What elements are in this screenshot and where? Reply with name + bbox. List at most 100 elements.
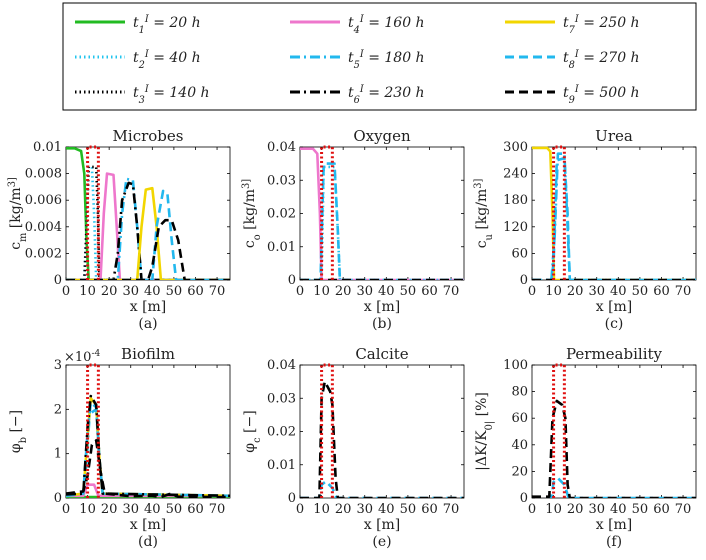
panel-title: Calcite xyxy=(355,345,408,363)
series-line-t8 xyxy=(66,189,230,280)
y-axis-label: co​ [kg/m3]​ xyxy=(241,179,263,248)
series-line-t9 xyxy=(66,439,230,498)
panel-permeability: 0 10 20 30 40 50 60 70 0 20 40 60 80 100 Permeability x… xyxy=(474,345,697,550)
panel-caption: (e) xyxy=(372,534,391,550)
x-tick-label: 70 xyxy=(675,502,692,517)
series-line-t1 xyxy=(66,147,230,280)
panel-biofilm: 0 10 20 30 40 50 60 70 0 1 2 3 Biofilm ×10-4​ x [m](d)… xyxy=(8,345,231,550)
y-tick-label: 0.01 xyxy=(33,140,62,155)
panel-title: Microbes xyxy=(113,127,184,145)
x-tick-label: 0 xyxy=(62,284,70,299)
panel-calcite: 0 10 20 30 40 50 60 70 0 0.01 0.02 0.03 0.04 Calcite x… xyxy=(242,345,465,550)
x-tick-label: 60 xyxy=(421,284,438,299)
series-line-t6 xyxy=(66,181,230,280)
legend-label-6: t8​I​ = 270 h xyxy=(563,49,640,71)
plot-frame xyxy=(531,364,697,499)
y-axis-label: φc​ [−] xyxy=(242,410,263,452)
x-tick-label: 60 xyxy=(421,502,438,517)
series-line-t5 xyxy=(66,177,230,280)
x-tick-label: 40 xyxy=(378,284,395,299)
series-line-t6 xyxy=(66,394,230,498)
legend-label-7: t3​I​ = 140 h xyxy=(133,84,210,106)
y-tick-label: 60 xyxy=(511,246,528,261)
x-tick-label: 0 xyxy=(296,502,304,517)
y-axis-label: cu​ [kg/m3]​ xyxy=(473,179,495,249)
panel-caption: (c) xyxy=(605,316,624,332)
series-line-t5 xyxy=(532,152,696,280)
y-tick-label: 0.002 xyxy=(25,246,62,261)
x-tick-label: 70 xyxy=(675,284,692,299)
y-tick-label: 80 xyxy=(511,385,528,400)
x-tick-label: 20 xyxy=(335,284,352,299)
y-tick-label: 240 xyxy=(503,167,528,182)
legend-frame xyxy=(62,2,697,111)
x-tick-label: 40 xyxy=(610,502,627,517)
y-tick-label: 300 xyxy=(503,140,528,155)
x-tick-label: 10 xyxy=(545,284,562,299)
x-tick-label: 40 xyxy=(378,502,395,517)
x-tick-label: 0 xyxy=(528,284,536,299)
y-tick-label: 0.03 xyxy=(267,391,296,406)
x-tick-label: 20 xyxy=(101,284,118,299)
x-tick-label: 40 xyxy=(610,284,627,299)
panel-caption: (d) xyxy=(138,534,158,550)
panel-microbes: 0 10 20 30 40 50 60 70 0 0.002 0.004 0.006 0.008 0.01… xyxy=(7,127,231,332)
x-tick-label: 30 xyxy=(356,502,373,517)
y-axis-label: φb​ [−] xyxy=(8,410,29,453)
panel-caption: (f) xyxy=(606,534,622,550)
legend-label-9: t9​I​ = 500 h xyxy=(563,84,640,106)
x-tick-label: 50 xyxy=(400,502,417,517)
y-tick-label: 0.006 xyxy=(25,193,62,208)
series-line-t2 xyxy=(300,165,464,280)
legend-label-1: t1​I​ = 20 h xyxy=(133,14,201,36)
x-tick-label: 50 xyxy=(166,502,183,517)
y-tick-label: 60 xyxy=(511,411,528,426)
y-tick-label: 0 xyxy=(54,491,62,506)
x-axis-label: x [m] xyxy=(596,517,633,533)
y-tick-label: 0.01 xyxy=(267,240,296,255)
x-tick-label: 70 xyxy=(209,502,226,517)
y-axis-label: |ΔK/K0|​ [%] xyxy=(474,392,495,471)
x-tick-label: 70 xyxy=(443,284,460,299)
legend-label-4: t2​I​ = 40 h xyxy=(133,49,201,71)
x-axis-label: x [m] xyxy=(364,517,401,533)
x-tick-label: 60 xyxy=(653,502,670,517)
y-tick-label: 2 xyxy=(54,402,62,417)
x-tick-label: 20 xyxy=(101,502,118,517)
series-line-t4 xyxy=(300,147,464,280)
x-axis-label: x [m] xyxy=(130,517,167,533)
y-tick-label: 20 xyxy=(511,464,528,479)
x-axis-label: x [m] xyxy=(596,299,633,315)
y-tick-label: 100 xyxy=(503,358,528,373)
x-tick-label: 50 xyxy=(632,502,649,517)
panel-urea: 0 10 20 30 40 50 60 70 0 60 120 180 240 300 Urea x [m](… xyxy=(473,127,697,332)
y-tick-label: 0.03 xyxy=(267,173,296,188)
y-tick-label: 180 xyxy=(503,193,528,208)
plot-frame xyxy=(65,364,231,499)
panel-oxygen: 0 10 20 30 40 50 60 70 0 0.01 0.02 0.03 0.04 Oxygen x … xyxy=(241,127,465,332)
x-tick-label: 50 xyxy=(166,284,183,299)
y-tick-label: 3 xyxy=(54,358,62,373)
panel-title: Permeability xyxy=(566,345,663,363)
x-tick-label: 40 xyxy=(144,502,161,517)
y-tick-label: 0 xyxy=(520,491,528,506)
x-tick-label: 50 xyxy=(632,284,649,299)
y-tick-label: 0.01 xyxy=(267,458,296,473)
legend: t1​I​ = 20 h t4​I​ = 160 h t7​I​ = 250 h t2… xyxy=(62,2,697,111)
y-tick-label: 0.008 xyxy=(25,167,62,182)
x-tick-label: 30 xyxy=(122,502,139,517)
x-tick-label: 30 xyxy=(588,502,605,517)
y-tick-label: 0.004 xyxy=(25,220,62,235)
plot-frame xyxy=(65,146,231,281)
series-line-t3 xyxy=(66,165,230,280)
y-tick-label: 120 xyxy=(503,220,528,235)
x-tick-label: 60 xyxy=(187,284,204,299)
series-line-t9 xyxy=(300,380,464,498)
series-line-t8 xyxy=(300,480,464,498)
x-tick-label: 40 xyxy=(144,284,161,299)
x-tick-label: 60 xyxy=(653,284,670,299)
x-tick-label: 20 xyxy=(335,502,352,517)
legend-label-8: t6​I​ = 230 h xyxy=(348,84,425,106)
y-tick-label: 0.02 xyxy=(267,207,296,222)
series-line-t9 xyxy=(532,399,696,498)
